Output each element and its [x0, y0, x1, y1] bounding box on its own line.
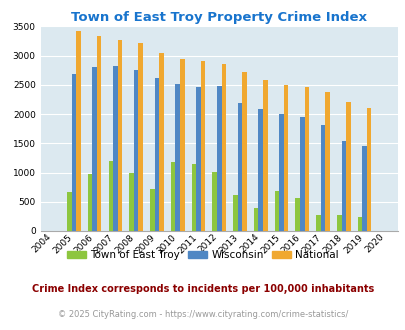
Bar	[320, 125, 324, 231]
Bar	[159, 53, 163, 231]
Bar	[67, 192, 71, 231]
Bar	[345, 102, 350, 231]
Bar	[129, 173, 134, 231]
Bar	[117, 40, 122, 231]
Bar	[357, 217, 362, 231]
Bar	[87, 174, 92, 231]
Bar	[171, 162, 175, 231]
Bar	[196, 87, 200, 231]
Bar	[71, 74, 76, 231]
Bar	[175, 84, 179, 231]
Bar	[258, 109, 262, 231]
Bar	[279, 114, 283, 231]
Bar	[341, 141, 345, 231]
Text: © 2025 CityRating.com - https://www.cityrating.com/crime-statistics/: © 2025 CityRating.com - https://www.city…	[58, 311, 347, 319]
Bar	[138, 43, 143, 231]
Bar	[92, 67, 97, 231]
Bar	[154, 79, 159, 231]
Bar	[283, 85, 288, 231]
Bar	[113, 66, 117, 231]
Bar	[179, 58, 184, 231]
Bar	[108, 161, 113, 231]
Bar	[216, 86, 221, 231]
Bar	[274, 191, 279, 231]
Bar	[324, 92, 329, 231]
Legend: Town of East Troy, Wisconsin, National: Town of East Troy, Wisconsin, National	[63, 246, 342, 264]
Bar	[336, 214, 341, 231]
Bar	[134, 70, 138, 231]
Bar	[221, 64, 226, 231]
Bar	[97, 36, 101, 231]
Bar	[200, 61, 205, 231]
Bar	[315, 215, 320, 231]
Bar	[237, 103, 242, 231]
Bar	[366, 108, 371, 231]
Bar	[232, 195, 237, 231]
Bar	[150, 189, 154, 231]
Bar	[191, 164, 196, 231]
Bar	[242, 72, 246, 231]
Bar	[299, 117, 304, 231]
Title: Town of East Troy Property Crime Index: Town of East Troy Property Crime Index	[71, 11, 367, 24]
Bar	[76, 31, 81, 231]
Bar	[362, 146, 366, 231]
Bar	[262, 80, 267, 231]
Bar	[295, 198, 299, 231]
Bar	[253, 208, 258, 231]
Text: Crime Index corresponds to incidents per 100,000 inhabitants: Crime Index corresponds to incidents per…	[32, 284, 373, 294]
Bar	[304, 86, 309, 231]
Bar	[212, 172, 216, 231]
